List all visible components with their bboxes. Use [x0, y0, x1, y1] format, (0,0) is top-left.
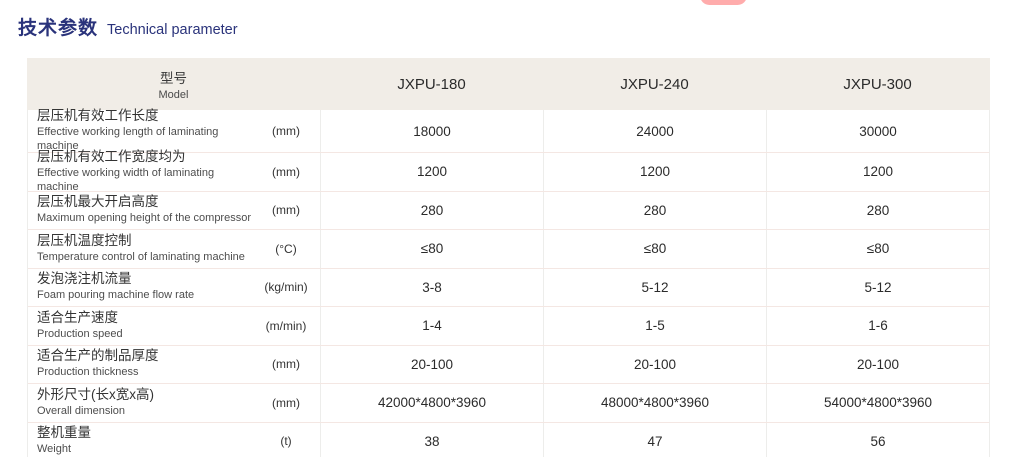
- param-value: ≤80: [543, 230, 766, 268]
- table-row: 适合生产速度 Production speed (m/min) 1-4 1-5 …: [28, 307, 989, 346]
- column-header-jxpu-300: JXPU-300: [843, 75, 912, 93]
- param-value: 5-12: [766, 268, 989, 306]
- model-label-zh: 型号: [160, 71, 187, 86]
- param-name-zh: 发泡浇注机流量: [37, 271, 132, 287]
- param-unit: (mm): [272, 357, 300, 372]
- param-name-en: Production thickness: [37, 366, 139, 379]
- param-label-cell: 适合生产的制品厚度 Production thickness (mm): [28, 346, 320, 384]
- param-value: 20-100: [766, 345, 989, 383]
- param-unit: (°C): [275, 241, 297, 256]
- param-label-cell: 发泡浇注机流量 Foam pouring machine flow rate (…: [28, 269, 320, 307]
- param-label: 层压机温度控制 Temperature control of laminatin…: [28, 233, 252, 265]
- model-label-en: Model: [158, 89, 189, 101]
- param-value: 30000: [766, 110, 989, 152]
- param-unit: (m/min): [265, 318, 307, 333]
- param-label-cell: 层压机有效工作长度 Effective working length of la…: [28, 108, 320, 153]
- decorative-pink-shape: [700, 0, 747, 5]
- param-value: 47: [543, 422, 766, 457]
- param-name-en: Overall dimension: [37, 404, 126, 417]
- param-name-zh: 层压机温度控制: [37, 232, 132, 248]
- param-unit: (mm): [272, 124, 300, 138]
- param-label-cell: 适合生产速度 Production speed (m/min): [28, 307, 320, 345]
- param-name-zh: 适合生产速度: [37, 309, 118, 325]
- param-label-cell: 层压机温度控制 Temperature control of laminatin…: [28, 230, 320, 268]
- param-name-en: Temperature control of laminating machin…: [37, 250, 245, 263]
- param-name-zh: 外形尺寸(长x宽x高): [37, 386, 154, 402]
- param-label: 层压机有效工作长度 Effective working length of la…: [28, 108, 252, 153]
- param-value: 1-5: [543, 307, 766, 345]
- param-label: 外形尺寸(长x宽x高) Overall dimension: [28, 387, 252, 419]
- param-name-en: Weight: [37, 443, 72, 456]
- param-label-cell: 层压机最大开启高度 Maximum opening height of the …: [28, 192, 320, 230]
- param-name-zh: 适合生产的制品厚度: [37, 348, 159, 364]
- table-row: 层压机有效工作宽度均为 Effective working width of l…: [28, 149, 989, 193]
- param-value: 38: [320, 422, 543, 457]
- page-title: 技术参数 Technical parameter: [18, 13, 238, 40]
- param-name-zh: 层压机有效工作长度: [37, 108, 159, 124]
- param-value: 20-100: [320, 345, 543, 383]
- param-label-cell: 整机重量 Weight (t): [28, 423, 320, 457]
- technical-parameter-table: 型号 Model JXPU-180 JXPU-240 JXPU-300 层压机有…: [27, 58, 990, 457]
- param-value: 280: [543, 191, 766, 229]
- param-value: ≤80: [320, 230, 543, 268]
- column-header-jxpu-180: JXPU-180: [397, 75, 466, 93]
- param-value: 3-8: [320, 268, 543, 306]
- param-label: 层压机最大开启高度 Maximum opening height of the …: [28, 194, 252, 226]
- param-value: 280: [766, 191, 989, 229]
- param-unit: (mm): [272, 395, 300, 410]
- param-label: 适合生产的制品厚度 Production thickness: [28, 348, 252, 380]
- param-unit: (t): [280, 434, 292, 449]
- param-value: 1200: [543, 153, 766, 191]
- param-value: 54000*4800*3960: [766, 384, 989, 422]
- table-body: 层压机有效工作长度 Effective working length of la…: [27, 108, 990, 457]
- table-row: 层压机最大开启高度 Maximum opening height of the …: [28, 191, 989, 230]
- param-name-en: Production speed: [37, 327, 123, 340]
- param-name-en: Effective working length of laminating m…: [37, 126, 219, 152]
- param-name-en: Foam pouring machine flow rate: [37, 289, 195, 302]
- param-value: 1-6: [766, 307, 989, 345]
- table-row: 发泡浇注机流量 Foam pouring machine flow rate (…: [28, 268, 989, 307]
- param-name-en: Effective working width of laminating ma…: [37, 166, 215, 193]
- param-label: 层压机有效工作宽度均为 Effective working width of l…: [28, 149, 252, 194]
- param-value: 18000: [320, 110, 543, 152]
- param-value: 1200: [320, 153, 543, 191]
- param-unit: (mm): [272, 164, 300, 179]
- table-row: 整机重量 Weight (t) 38 47 56: [28, 422, 989, 457]
- param-unit: (kg/min): [264, 280, 308, 295]
- table-header-row: 型号 Model JXPU-180 JXPU-240 JXPU-300: [27, 58, 990, 110]
- param-label: 发泡浇注机流量 Foam pouring machine flow rate: [28, 271, 252, 303]
- param-value: 1200: [766, 153, 989, 191]
- model-header-cell: 型号 Model: [27, 67, 320, 101]
- param-name-zh: 层压机有效工作宽度均为: [37, 149, 186, 165]
- param-unit: (mm): [272, 203, 300, 218]
- param-value: 42000*4800*3960: [320, 384, 543, 422]
- param-value: 1-4: [320, 307, 543, 345]
- param-label: 适合生产速度 Production speed: [28, 310, 252, 342]
- param-value: ≤80: [766, 230, 989, 268]
- param-value: 5-12: [543, 268, 766, 306]
- param-label-cell: 外形尺寸(长x宽x高) Overall dimension (mm): [28, 384, 320, 422]
- param-label: 整机重量 Weight: [28, 425, 252, 457]
- param-name-en: Maximum opening height of the compressor: [37, 212, 251, 225]
- table-row: 层压机有效工作长度 Effective working length of la…: [28, 108, 989, 153]
- param-name-zh: 整机重量: [37, 425, 91, 441]
- table-row: 适合生产的制品厚度 Production thickness (mm) 20-1…: [28, 345, 989, 384]
- column-header-jxpu-240: JXPU-240: [620, 75, 689, 93]
- param-name-zh: 层压机最大开启高度: [37, 194, 159, 210]
- param-value: 48000*4800*3960: [543, 384, 766, 422]
- table-row: 层压机温度控制 Temperature control of laminatin…: [28, 230, 989, 269]
- param-value: 280: [320, 191, 543, 229]
- page-title-zh: 技术参数: [18, 18, 99, 39]
- param-label-cell: 层压机有效工作宽度均为 Effective working width of l…: [28, 149, 320, 193]
- param-value: 20-100: [543, 345, 766, 383]
- table-row: 外形尺寸(长x宽x高) Overall dimension (mm) 42000…: [28, 384, 989, 423]
- page-title-en: Technical parameter: [107, 22, 238, 38]
- param-value: 24000: [543, 110, 766, 152]
- param-value: 56: [766, 422, 989, 457]
